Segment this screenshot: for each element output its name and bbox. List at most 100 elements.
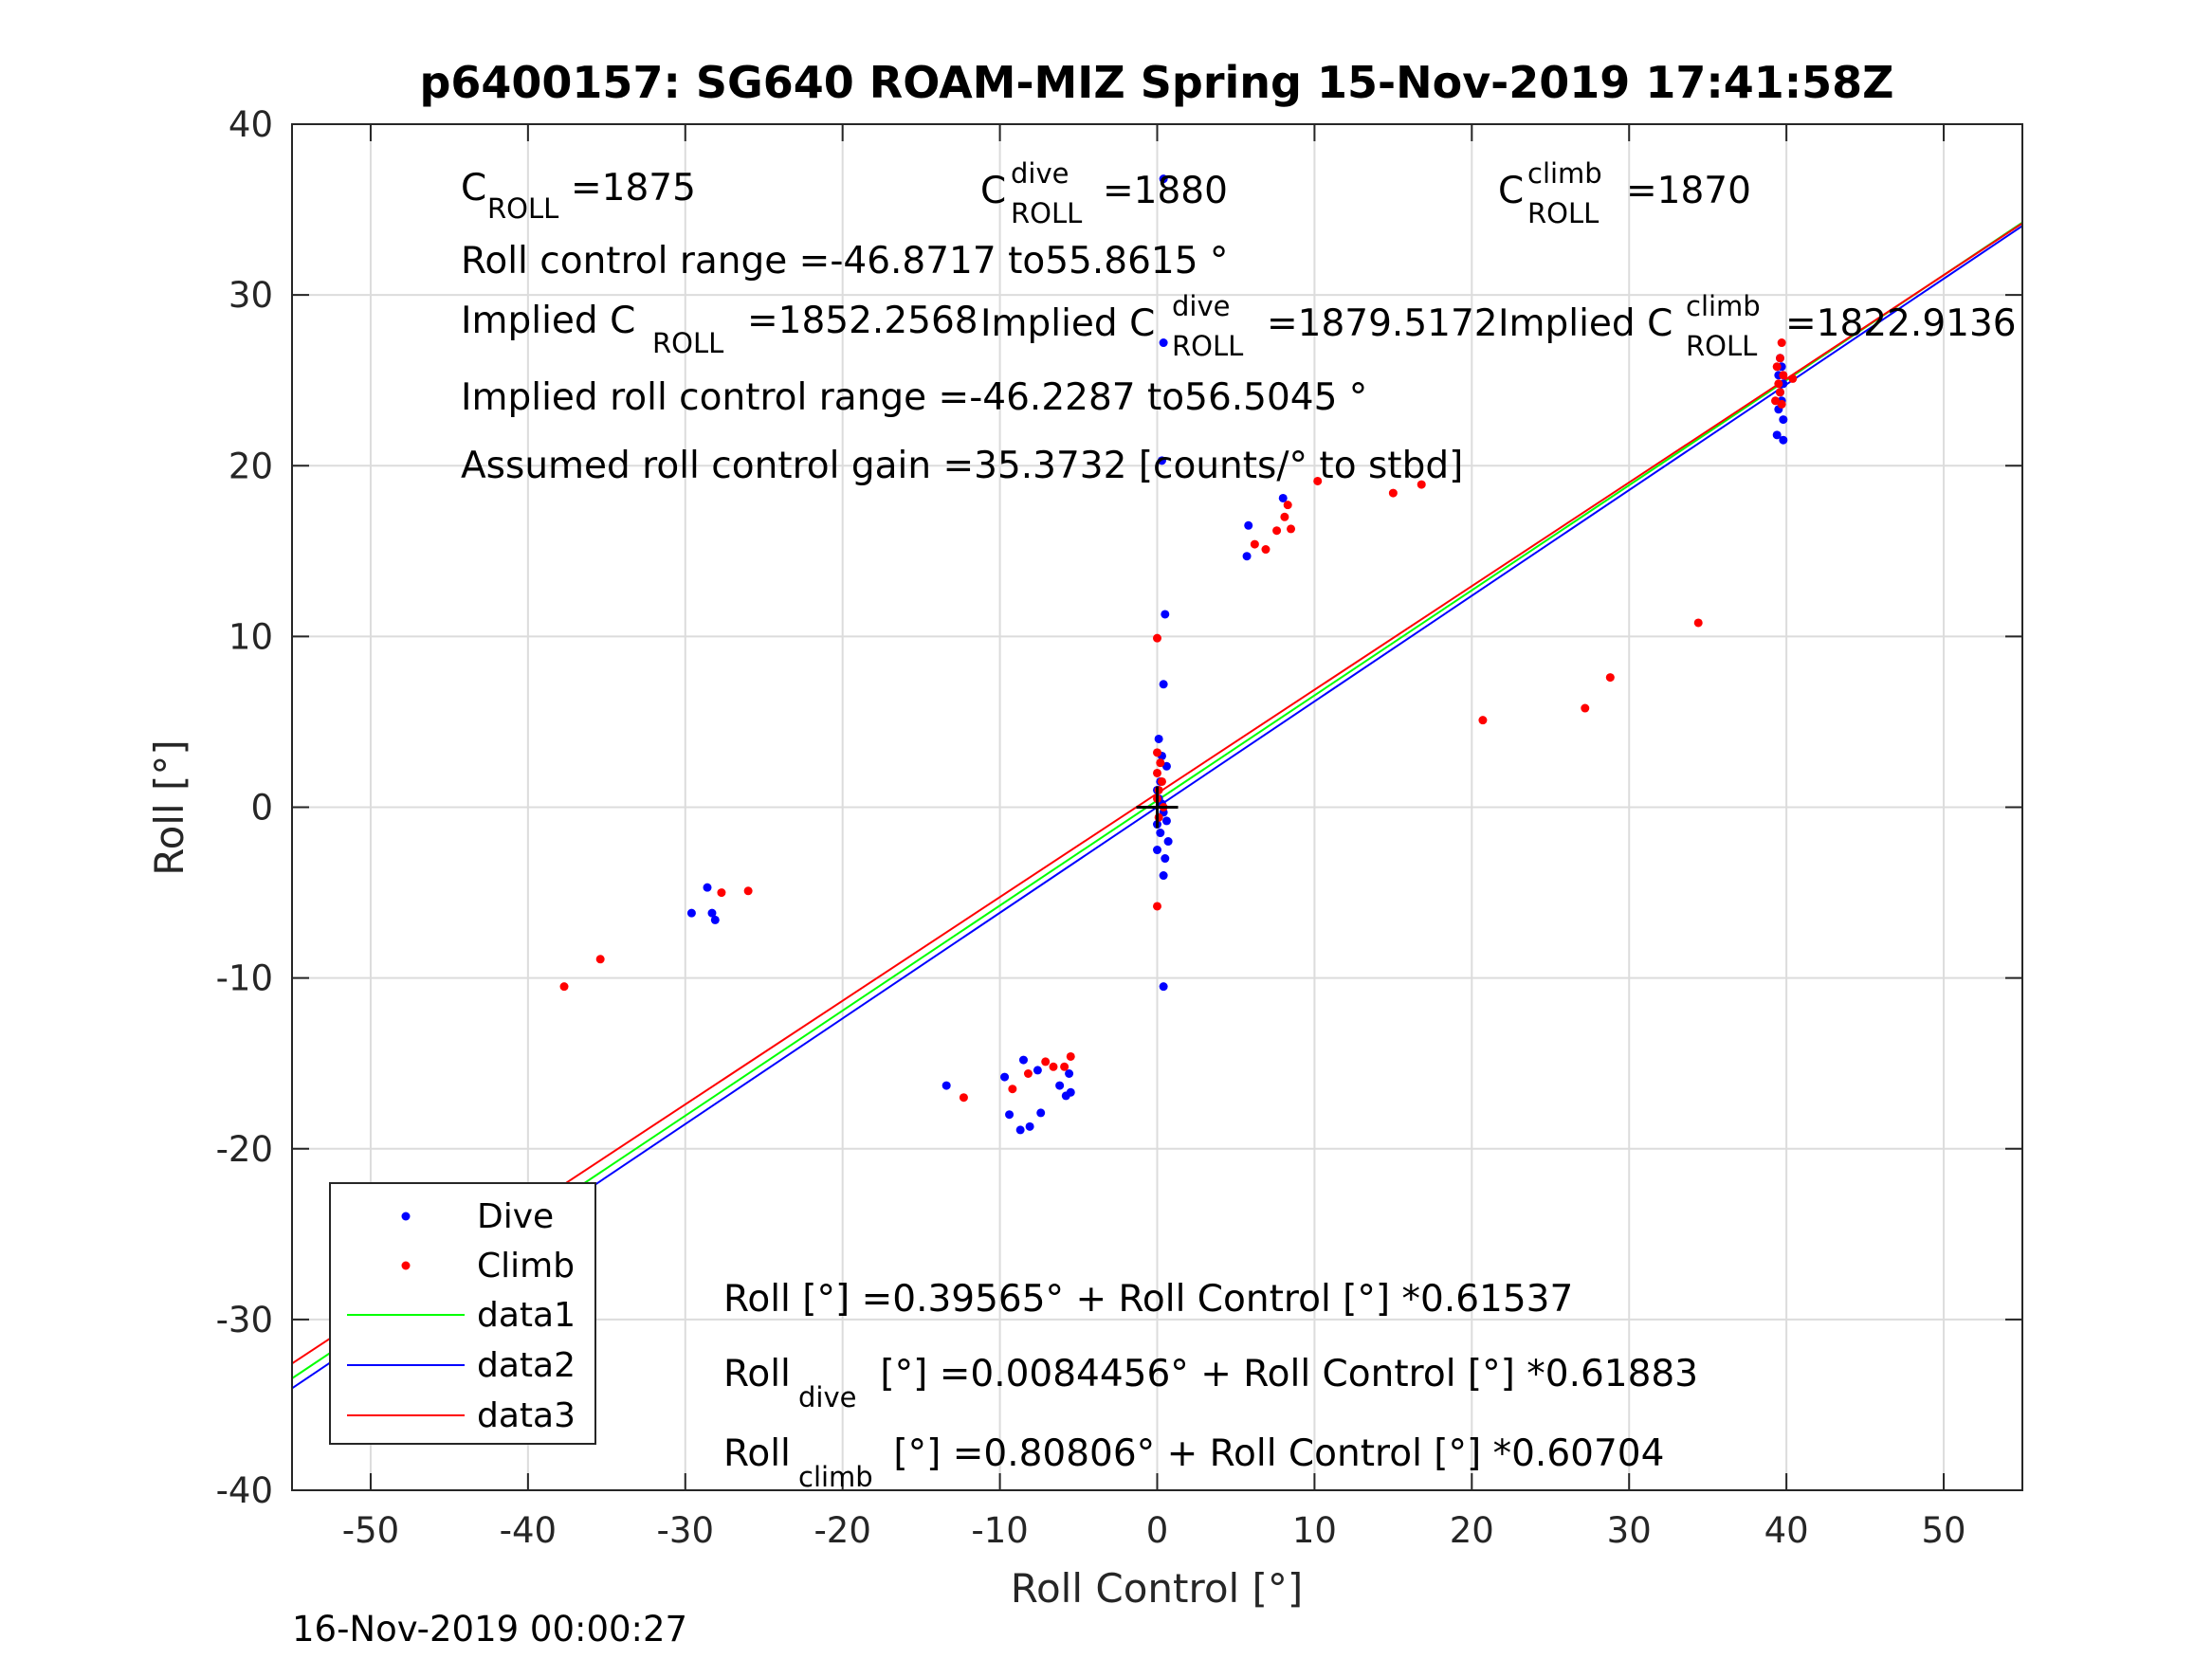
x-tick-label: -30: [657, 1510, 714, 1551]
legend-entry-dive: Dive: [401, 1197, 554, 1236]
climb-point: [1605, 673, 1615, 683]
svg-text:C: C: [980, 170, 1006, 212]
climb-point: [1156, 758, 1165, 768]
climb-point: [1153, 902, 1161, 911]
y-axis-label: Roll [°]: [146, 739, 192, 875]
x-tick-label: -20: [814, 1510, 870, 1551]
y-tick-label: 0: [250, 788, 273, 829]
dive-point: [1278, 493, 1288, 502]
climb-point: [1060, 1062, 1069, 1071]
svg-text:Implied C: Implied C: [461, 300, 635, 342]
y-tick-label: 20: [229, 446, 273, 486]
x-axis-label: Roll Control [°]: [1011, 1565, 1304, 1612]
x-tick-label: -10: [971, 1510, 1028, 1551]
dive-point: [1772, 430, 1782, 440]
climb-point: [1283, 501, 1292, 510]
climb-point: [1776, 388, 1784, 397]
svg-text:Implied C: Implied C: [1498, 302, 1673, 345]
svg-text:climb: climb: [798, 1461, 873, 1493]
dive-point: [1018, 1055, 1028, 1065]
svg-text:=1879.5172: =1879.5172: [1267, 302, 1498, 345]
climb-point: [1777, 338, 1786, 348]
climb-point: [1777, 399, 1786, 409]
climb-point: [1023, 1068, 1033, 1078]
annotation-implied-c-roll-climb: Implied C climb ROLL =1822.9136: [1498, 290, 2017, 362]
climb-point: [1153, 768, 1161, 777]
x-tick-label: -50: [342, 1510, 399, 1551]
y-tick-label: -10: [216, 958, 273, 999]
dive-point: [1779, 415, 1788, 425]
annotation-roll-range: Roll control range =-46.8717 to55.8615 °: [461, 240, 1228, 283]
climb-point: [1250, 539, 1259, 549]
climb-point: [1581, 703, 1590, 713]
svg-text:[°] =0.0084456° + Roll Control: [°] =0.0084456° + Roll Control [°] *0.61…: [868, 1353, 1698, 1395]
dive-point: [1015, 1125, 1025, 1135]
dive-point: [1033, 1066, 1042, 1075]
svg-text:Roll: Roll: [723, 1432, 791, 1475]
dive-point: [941, 1081, 951, 1090]
climb-point: [1788, 374, 1798, 383]
climb-point: [1049, 1062, 1058, 1071]
y-tick-label: -40: [216, 1470, 273, 1511]
legend-entry-data2: data2: [347, 1346, 576, 1385]
chart-title: p6400157: SG640 ROAM-MIZ Spring 15-Nov-2…: [419, 57, 1893, 108]
annotation-implied-c-roll: Implied C ROLL =1852.2568: [461, 300, 978, 359]
svg-text:=1822.9136: =1822.9136: [1785, 302, 2017, 345]
y-tick-label: 30: [229, 275, 273, 316]
climb-point: [1153, 748, 1161, 757]
annotation-gain: Assumed roll control gain =35.3732 [coun…: [461, 445, 1463, 487]
climb-point: [717, 888, 726, 898]
annotation-c-roll-climb: C climb ROLL =1870: [1498, 157, 1751, 229]
dive-point: [1161, 610, 1170, 619]
dive-point: [1779, 435, 1788, 445]
dive-point: [1161, 854, 1170, 864]
svg-text:dive: dive: [1172, 290, 1230, 322]
x-tick-label: 20: [1450, 1510, 1494, 1551]
dive-point: [1159, 174, 1168, 184]
dive-point: [1159, 982, 1168, 992]
svg-text:dive: dive: [1011, 157, 1069, 190]
y-tick-label: -30: [216, 1300, 273, 1340]
climb-point: [743, 886, 753, 896]
x-tick-label: -40: [500, 1510, 557, 1551]
svg-text:=1875: =1875: [571, 167, 696, 210]
svg-text:dive: dive: [798, 1381, 856, 1413]
annotation-c-roll-dive: C dive ROLL =1880: [980, 157, 1228, 229]
climb-point: [1157, 776, 1166, 786]
legend-entry-data3: data3: [347, 1396, 576, 1435]
climb-point: [1272, 526, 1282, 536]
climb-point: [1041, 1057, 1051, 1066]
x-tick-label: 10: [1292, 1510, 1337, 1551]
climb-point: [1772, 362, 1782, 372]
climb-point: [1779, 371, 1788, 380]
dive-point: [1154, 734, 1163, 743]
svg-text:C: C: [461, 167, 486, 210]
climb-point: [559, 982, 569, 992]
axis-ticks: -50 -40 -30 -20 -10 0 10 20 30 40 50 -40 -30 -20 -10 0 1…: [216, 104, 2022, 1551]
svg-text:Climb: Climb: [477, 1247, 575, 1285]
svg-text:data3: data3: [477, 1396, 576, 1435]
annotation-fit-all: Roll [°] =0.39565° + Roll Control [°] *0…: [723, 1278, 1573, 1321]
dive-point: [686, 908, 696, 918]
climb-point: [1388, 488, 1398, 498]
svg-text:Dive: Dive: [477, 1197, 554, 1236]
y-tick-label: -20: [216, 1129, 273, 1170]
dive-point: [710, 915, 720, 924]
dive-point: [1161, 816, 1171, 826]
svg-text:ROLL: ROLL: [1011, 197, 1082, 229]
svg-text:ROLL: ROLL: [1172, 330, 1243, 362]
climb-point: [1153, 633, 1161, 643]
dive-point: [1244, 520, 1253, 530]
x-tick-label: 0: [1146, 1510, 1169, 1551]
y-tick-label: 10: [229, 616, 273, 657]
climb-point: [1313, 476, 1323, 485]
annotation-c-roll: C ROLL =1875: [461, 167, 696, 225]
svg-text:data1: data1: [477, 1296, 576, 1335]
svg-text:ROLL: ROLL: [652, 327, 723, 359]
y-tick-label: 40: [229, 104, 273, 145]
climb-point: [1008, 1085, 1017, 1094]
climb-point: [1771, 396, 1781, 406]
dive-point: [1159, 680, 1168, 689]
dive-point: [1156, 829, 1165, 838]
